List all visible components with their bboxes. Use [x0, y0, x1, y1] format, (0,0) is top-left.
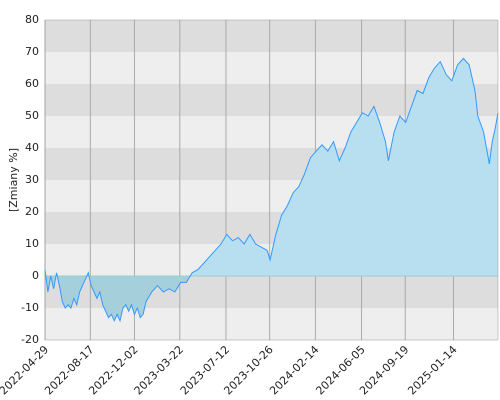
- y-tick-label: 70: [25, 45, 39, 58]
- y-tick-label: 60: [25, 77, 39, 90]
- plot-border: [44, 19, 499, 341]
- background-band: [45, 52, 498, 84]
- background-band: [45, 20, 498, 52]
- area-positive: [45, 58, 498, 276]
- series-line: [44, 57, 499, 323]
- y-tick-label: -10: [21, 301, 39, 314]
- x-tick-label: 2025-01-14: [405, 343, 459, 397]
- y-tick-label: 10: [25, 237, 39, 250]
- y-tick-label: 80: [25, 13, 39, 26]
- y-tick-label: 40: [25, 141, 39, 154]
- y-tick-label: 0: [32, 269, 39, 282]
- y-tick-label: 20: [25, 205, 39, 218]
- y-axis-label: [Zmiany %]: [7, 148, 20, 212]
- y-tick-label: -20: [21, 333, 39, 346]
- y-tick-label: 50: [25, 109, 39, 122]
- y-tick-label: 30: [25, 173, 39, 186]
